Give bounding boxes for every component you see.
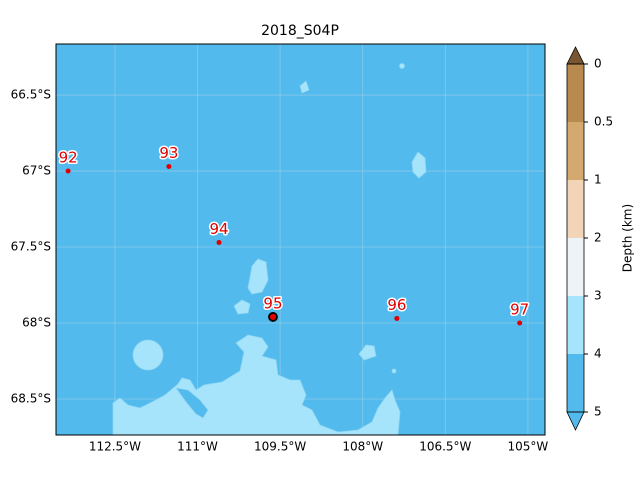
station-label: 94 [209, 220, 228, 238]
shelf [112, 334, 401, 436]
colorbar-tick-label: 0 [594, 57, 602, 71]
colorbar-segment [567, 238, 584, 297]
station-label: 95 [263, 294, 282, 312]
station-point [65, 168, 71, 174]
colorbar-segment [567, 122, 584, 181]
colorbar-segment [567, 354, 584, 413]
colorbar-tick-label: 1 [594, 173, 602, 187]
ocean [56, 44, 545, 435]
colorbar-segment [567, 180, 584, 239]
map-frame [55, 43, 546, 436]
shallow-areas [112, 63, 427, 436]
channel [175, 387, 209, 419]
graticule [56, 44, 545, 435]
x-tick-label: 109.5°W [254, 440, 306, 454]
y-tick-label: 68.5°S [11, 391, 51, 405]
colorbar-tick-label: 3 [594, 289, 602, 303]
colorbar-tick-label: 5 [594, 405, 602, 419]
colorbar-segment [567, 64, 584, 123]
colorbar-segment [567, 296, 584, 355]
colorbar-tick-label: 0.5 [594, 115, 613, 129]
x-tick-label: 106.5°W [419, 440, 471, 454]
y-tick-label: 67°S [22, 164, 51, 178]
x-tick-label: 105°W [508, 440, 549, 454]
island [132, 339, 164, 371]
station-point [268, 312, 278, 322]
y-tick-label: 68°S [22, 316, 51, 330]
y-tick-label: 67.5°S [11, 240, 51, 254]
station-point [216, 239, 222, 245]
island [299, 80, 310, 94]
stations: 92 93 94 95 96 97 [57, 142, 531, 326]
station-point [166, 163, 172, 169]
colorbar-tick-label: 4 [594, 347, 602, 361]
station-point [517, 320, 523, 326]
colorbar: 0 0.5 1 2 3 4 5 Depth (km) [566, 46, 635, 431]
x-tick-label: 111°W [177, 440, 218, 454]
island [399, 63, 405, 69]
x-tick-label: 112.5°W [89, 440, 141, 454]
y-tick-label: 66.5°S [11, 88, 51, 102]
island [247, 258, 269, 295]
colorbar-tick-label: 2 [594, 231, 602, 245]
map-title: 2018_S04P [261, 23, 339, 39]
island [411, 151, 427, 179]
island [233, 299, 251, 315]
island [391, 368, 397, 374]
station-label: 92 [59, 149, 78, 167]
colorbar-extend [566, 411, 585, 431]
colorbar-extend [566, 46, 585, 65]
station-label: 96 [387, 296, 406, 314]
colorbar-label: Depth (km) [621, 204, 635, 272]
x-tick-label: 108°W [342, 440, 383, 454]
station-label: 93 [159, 144, 178, 162]
station-label: 97 [510, 301, 529, 319]
station-point [394, 315, 400, 321]
island [358, 344, 377, 361]
